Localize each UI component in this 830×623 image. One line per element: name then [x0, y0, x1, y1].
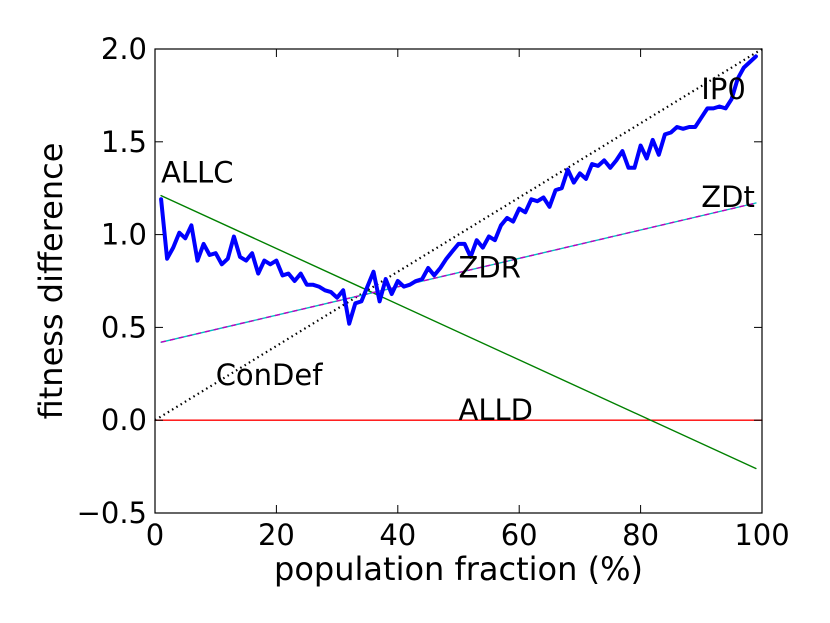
- x-tick-label: 40: [379, 518, 416, 552]
- series-label-zdr: ZDR: [459, 250, 521, 284]
- x-tick-label: 20: [258, 518, 295, 552]
- series-line-allc: [160, 194, 757, 470]
- x-tick-label: 80: [622, 518, 659, 552]
- series-line-condef: [154, 48, 763, 422]
- y-tick-label: 0.0: [101, 403, 147, 437]
- series-line-ip0: [159, 54, 758, 326]
- x-tick-label: 0: [146, 518, 164, 552]
- series-label-ip0: IP0: [701, 72, 746, 106]
- series-label-zdt: ZDt: [701, 180, 755, 214]
- y-tick-label: 1.0: [101, 218, 147, 252]
- series-line-zdr: [160, 202, 757, 343]
- series-label-allc: ALLC: [161, 156, 233, 190]
- y-tick-label: 0.5: [101, 310, 147, 344]
- x-tick-label: 100: [734, 518, 789, 552]
- y-tick-label: 1.5: [101, 125, 147, 159]
- y-tick-label: 2.0: [101, 32, 147, 66]
- series-labels: ALLC ZDt IP0 ZDR ConDef ALLD: [161, 72, 755, 427]
- axis-ticks: 0 20 40 60 80 100 −0.5 0.0 0.5 1.0 1.5 2.0: [77, 32, 790, 552]
- series-layer: [154, 48, 763, 470]
- series-label-alld: ALLD: [459, 393, 533, 427]
- series-label-condef: ConDef: [216, 358, 324, 392]
- x-axis-title: population fraction (%): [274, 550, 643, 588]
- x-tick-label: 60: [501, 518, 538, 552]
- y-axis-title: fitness difference: [32, 143, 70, 420]
- y-tick-label: −0.5: [77, 496, 147, 530]
- plot-frame: [154, 48, 763, 514]
